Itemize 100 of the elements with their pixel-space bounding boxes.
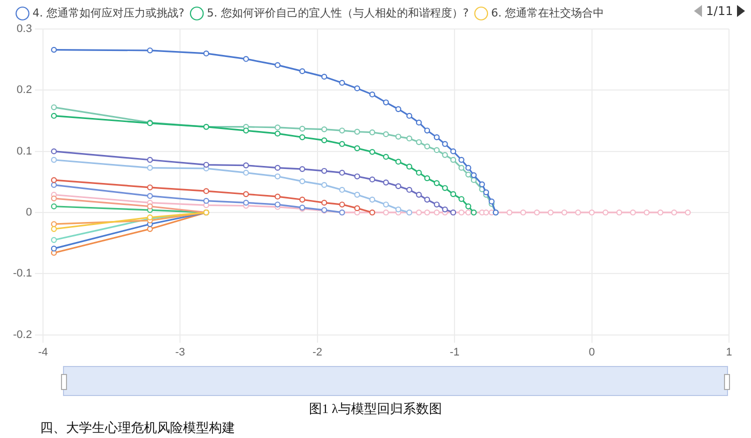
point xyxy=(203,50,210,56)
point xyxy=(465,164,472,171)
point xyxy=(395,183,402,190)
point xyxy=(458,196,464,202)
point xyxy=(406,112,412,119)
point xyxy=(203,188,210,194)
point xyxy=(50,203,57,210)
point xyxy=(424,143,430,150)
point xyxy=(395,106,402,112)
point xyxy=(354,205,360,212)
point xyxy=(534,210,540,216)
y-tick-label: 0 xyxy=(26,206,32,219)
point xyxy=(339,202,346,208)
point xyxy=(299,134,306,140)
point xyxy=(321,126,328,132)
point xyxy=(147,156,153,163)
point xyxy=(203,162,210,168)
point xyxy=(406,136,412,142)
point xyxy=(395,158,402,165)
point xyxy=(458,210,464,216)
point xyxy=(147,47,153,54)
point xyxy=(50,104,57,110)
point xyxy=(50,112,57,119)
point xyxy=(395,206,402,212)
point xyxy=(147,164,153,171)
point xyxy=(274,194,281,200)
x-tick-label: -1 xyxy=(450,346,460,358)
point xyxy=(369,148,376,155)
point xyxy=(442,141,448,147)
point xyxy=(488,198,495,204)
point xyxy=(299,126,306,132)
point xyxy=(630,210,636,216)
point xyxy=(369,91,376,98)
point xyxy=(274,124,281,130)
point xyxy=(671,210,678,216)
x-tick-label: 0 xyxy=(588,346,595,358)
point xyxy=(458,164,464,171)
point xyxy=(299,68,306,74)
point xyxy=(442,185,448,191)
point xyxy=(465,210,472,216)
point xyxy=(561,210,568,216)
point xyxy=(616,210,622,216)
point xyxy=(406,186,412,193)
point xyxy=(369,176,376,182)
point xyxy=(424,210,430,216)
point xyxy=(588,210,595,216)
point xyxy=(321,200,328,206)
point xyxy=(383,202,389,208)
point xyxy=(354,192,360,198)
point xyxy=(434,134,440,140)
point xyxy=(470,177,477,184)
text: 1/11 xyxy=(706,4,733,18)
point xyxy=(450,191,456,198)
point xyxy=(383,154,389,160)
point xyxy=(50,195,57,202)
legend-label: 4. 您通常如何应对压力或挑战? xyxy=(32,6,184,20)
point xyxy=(506,210,512,216)
point xyxy=(434,147,440,154)
point xyxy=(424,175,430,182)
point xyxy=(321,74,328,80)
point xyxy=(339,128,346,134)
point xyxy=(274,164,281,171)
point xyxy=(369,129,376,136)
text: 四、大学生心理危机风险模型构建 xyxy=(40,419,235,437)
point xyxy=(274,62,281,68)
point xyxy=(50,237,57,243)
point xyxy=(684,210,691,216)
point xyxy=(434,180,440,186)
point xyxy=(299,166,306,172)
point xyxy=(147,203,153,210)
point xyxy=(147,226,153,232)
point xyxy=(243,128,249,134)
y-tick-label: 0.2 xyxy=(16,84,32,96)
point xyxy=(50,148,57,154)
point xyxy=(339,170,346,176)
point xyxy=(50,156,57,163)
point xyxy=(50,226,57,232)
point xyxy=(383,210,389,216)
point xyxy=(243,56,249,62)
point xyxy=(383,180,389,186)
point xyxy=(147,184,153,190)
point xyxy=(354,128,360,135)
point xyxy=(424,128,430,134)
point xyxy=(274,173,281,180)
legend-label: 5. 您如何评价自己的宜人性（与人相处的和谐程度）? xyxy=(206,6,469,20)
point xyxy=(354,85,360,92)
point xyxy=(416,120,422,126)
point xyxy=(442,206,448,212)
point xyxy=(470,172,477,178)
y-tick-label: 0.1 xyxy=(16,145,32,158)
point xyxy=(458,156,464,163)
point xyxy=(321,168,328,174)
point xyxy=(479,181,485,188)
point xyxy=(321,182,328,188)
point xyxy=(299,196,306,203)
point xyxy=(274,202,281,208)
point xyxy=(354,173,360,180)
point xyxy=(406,164,412,170)
point xyxy=(243,162,249,168)
point xyxy=(50,182,57,188)
